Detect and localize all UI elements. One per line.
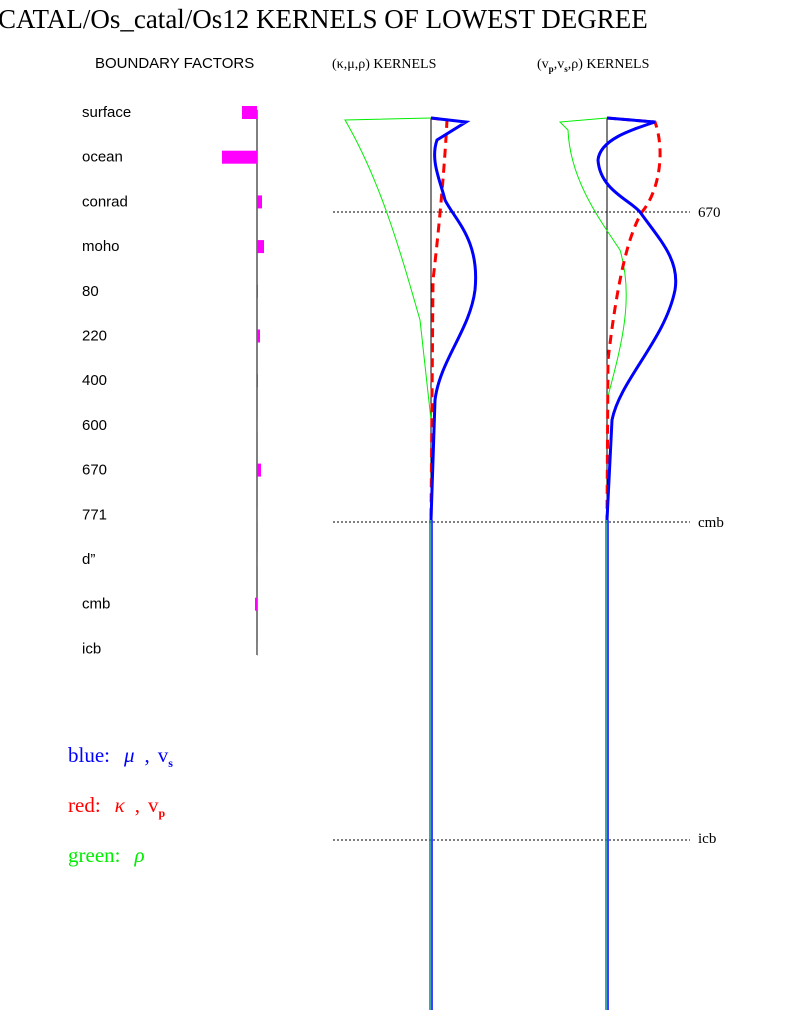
boundary-bar <box>257 553 258 566</box>
rho-kernel <box>558 117 627 401</box>
kernel-panel <box>344 116 478 1010</box>
kappa-kernel <box>429 116 449 521</box>
boundary-bar <box>222 150 257 164</box>
boundary-label: moho <box>82 238 120 255</box>
boundary-label: 220 <box>82 328 107 345</box>
legend-label: green: <box>68 843 120 867</box>
legend-label: blue: <box>68 743 110 767</box>
panel-title-part: ,ρ) KERNELS <box>568 57 650 72</box>
boundary-bar <box>242 106 257 119</box>
boundary-label: surface <box>82 104 131 121</box>
boundary-bar <box>257 418 258 432</box>
legend-entry: green: ρ <box>68 843 145 867</box>
boundary-bar <box>255 597 257 611</box>
legend-subscript: p <box>159 806 166 820</box>
legend-symbol: μ <box>123 743 135 767</box>
boundary-bar <box>257 240 264 254</box>
legend-symbol: κ <box>115 793 126 817</box>
panel-title-part: (v <box>537 57 549 72</box>
boundary-label: cmb <box>82 596 110 613</box>
boundary-label: 771 <box>82 506 107 523</box>
boundary-label: 80 <box>82 283 99 300</box>
legend-symbol: v <box>148 793 159 817</box>
boundary-title: BOUNDARY FACTORS <box>95 55 254 72</box>
boundary-bar <box>257 508 258 522</box>
mu-kernel <box>429 116 478 521</box>
boundary-label: 600 <box>82 417 107 434</box>
legend-symbol: v <box>158 743 169 767</box>
panel-title-part: s <box>564 64 568 74</box>
legend-symbol: ρ <box>133 843 144 867</box>
legend-subscript: s <box>168 756 173 770</box>
boundary-label: d” <box>82 551 95 568</box>
boundary-bar <box>257 195 262 209</box>
boundary-label: 400 <box>82 372 107 389</box>
boundary-label: 670 <box>82 462 107 479</box>
legend-separator: , <box>145 743 150 767</box>
vp-kernel <box>605 116 662 521</box>
boundary-bar <box>257 642 258 656</box>
panel-title-part: (κ,μ,ρ) KERNELS <box>332 57 436 72</box>
panel-title-part: ,v <box>554 57 565 72</box>
legend-entry: blue: μ, vs <box>68 743 173 770</box>
boundary-bar <box>257 463 261 477</box>
vs-kernel <box>596 116 678 521</box>
depth-label: cmb <box>698 515 724 531</box>
legend-entry: red: κ, vp <box>68 793 166 820</box>
panel-title: (vp,vs,ρ) KERNELS <box>537 57 649 74</box>
legend-label: red: <box>68 793 101 817</box>
depth-lines <box>333 211 690 841</box>
figure-title: CATAL/Os_catal/Os12 KERNELS OF LOWEST DE… <box>0 4 648 34</box>
boundary-bar <box>257 284 258 298</box>
rho-kernel <box>344 117 432 421</box>
boundary-label: ocean <box>82 149 123 166</box>
boundary-label: icb <box>82 640 101 657</box>
panel-title: (κ,μ,ρ) KERNELS <box>332 57 436 72</box>
panel-title-part: p <box>549 64 554 74</box>
boundary-label: conrad <box>82 193 128 210</box>
boundary-bar <box>257 329 260 343</box>
kernel-panel <box>558 116 678 1010</box>
boundary-bar <box>257 374 258 388</box>
depth-label: 670 <box>698 205 721 221</box>
legend-separator: , <box>135 793 140 817</box>
depth-label: icb <box>698 831 716 847</box>
